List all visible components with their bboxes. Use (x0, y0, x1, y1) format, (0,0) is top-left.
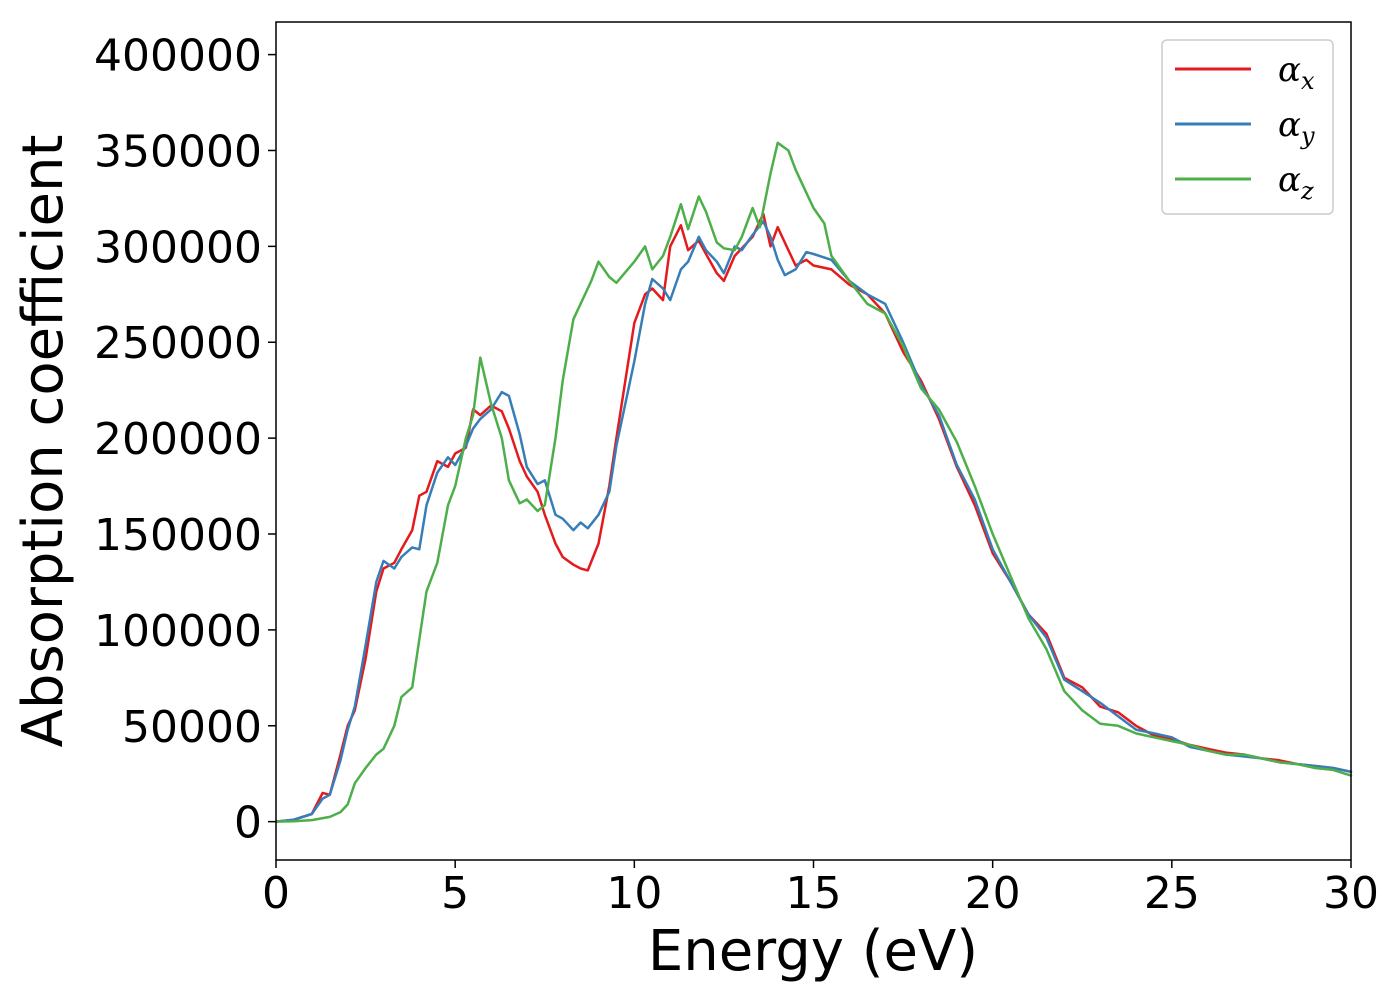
y-tick-label: 50000 (122, 702, 262, 753)
x-tick-label: 0 (262, 868, 290, 919)
legend-subscript: x (1301, 67, 1315, 95)
y-axis: 0 50000 100000 150000 200000 250000 300000 3500… (94, 31, 276, 849)
x-tick-label: 20 (965, 868, 1021, 919)
x-tick-label: 30 (1323, 868, 1379, 919)
y-tick-label: 350000 (94, 126, 262, 177)
x-axis-title: Energy (eV) (648, 919, 978, 984)
legend-symbol: α (1278, 160, 1301, 200)
y-tick-label: 300000 (94, 222, 262, 273)
x-axis: 0 5 10 15 20 25 30 (262, 860, 1379, 919)
legend-label-y: αy (1278, 105, 1315, 150)
legend-label-z: αz (1278, 160, 1314, 205)
legend-symbol: α (1278, 105, 1301, 145)
series-line-y (274, 220, 1353, 823)
y-tick-label: 0 (234, 798, 262, 849)
y-tick-label: 100000 (94, 606, 262, 657)
y-axis-title: Absorption coefficient (11, 135, 76, 748)
x-tick-label: 15 (786, 868, 842, 919)
legend-subscript: z (1300, 177, 1314, 205)
y-tick-label: 200000 (94, 414, 262, 465)
legend-label-x: αx (1278, 50, 1315, 95)
series-layer (274, 141, 1353, 823)
legend-symbol: α (1278, 50, 1301, 90)
series-line-z (274, 141, 1353, 823)
x-tick-label: 5 (441, 868, 469, 919)
legend-box (1161, 39, 1334, 215)
y-tick-label: 250000 (94, 318, 262, 369)
x-tick-label: 25 (1144, 868, 1200, 919)
legend-subscript: y (1300, 122, 1315, 150)
x-tick-label: 10 (606, 868, 662, 919)
y-tick-label: 400000 (94, 31, 262, 82)
y-tick-label: 150000 (94, 510, 262, 561)
